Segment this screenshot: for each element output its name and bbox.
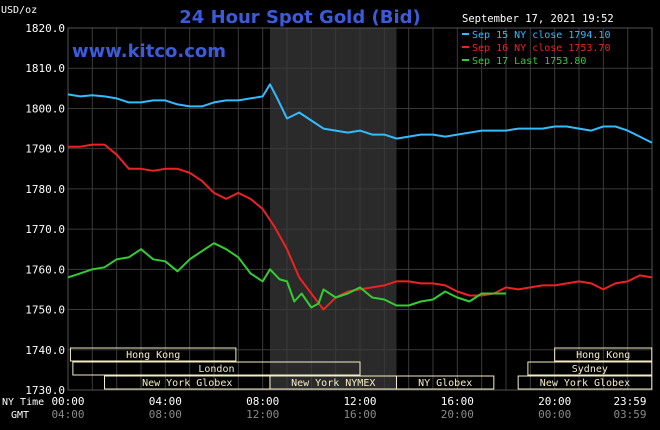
session-label: New York NYMEX [291,378,375,389]
x-tick-label-ny: 12:00 [343,395,376,408]
gmt-label: GMT [11,410,29,421]
session-band [72,361,361,376]
session-band [527,361,653,376]
session-label: New York Globex [540,378,630,389]
y-tick-label: 1790.0 [25,143,65,156]
x-tick-label-ny: 23:59 [613,395,646,408]
y-unit-label: USD/oz [1,5,37,16]
y-tick-label: 1820.0 [25,22,65,35]
nymex-session-shade [269,28,397,390]
x-tick-label-gmt: 16:00 [343,408,376,421]
session-band [69,347,237,362]
session-label: New York Globex [142,378,232,389]
legend: Sep 15 NY close 1794.10 Sep 16 NY close 1… [462,30,610,67]
session-label: London [198,364,234,375]
ny-time-label: NY Time [2,397,44,408]
session-label: Hong Kong [126,350,180,361]
x-tick-label-ny: 20:00 [538,395,571,408]
x-tick-label-gmt: 03:59 [613,408,646,421]
x-tick-label-gmt: 20:00 [441,408,474,421]
timestamp: September 17, 2021 19:52 [462,13,614,25]
y-tick-label: 1750.0 [25,304,65,317]
x-tick-label-ny: 16:00 [441,395,474,408]
x-tick-label-ny: 08:00 [246,395,279,408]
y-tick-label: 1730.0 [25,384,65,397]
legend-entry: Sep 15 NY close 1794.10 [472,30,610,41]
session-label: Hong Kong [576,350,630,361]
series-line-2 [68,143,652,311]
y-tick-label: 1780.0 [25,183,65,196]
session-band [554,347,653,362]
series-line-1 [67,83,653,144]
legend-entry: Sep 16 NY close 1753.70 [472,43,610,54]
session-label: NY Globex [418,378,472,389]
session-label: Sydney [572,364,608,375]
legend-entry: Sep 17 Last 1753.80 [472,56,586,67]
x-tick-label-ny: 00:00 [51,395,84,408]
x-tick-label-gmt: 08:00 [149,408,182,421]
y-tick-label: 1740.0 [25,344,65,357]
y-tick-label: 1760.0 [25,263,65,276]
chart-title: 24 Hour Spot Gold (Bid) [179,7,420,28]
plot-border [67,27,653,391]
session-band [517,375,653,390]
session-band [396,375,495,390]
x-tick-label-gmt: 12:00 [246,408,279,421]
y-tick-label: 1770.0 [25,223,65,236]
watermark-text: www.kitco.com [72,41,226,62]
y-tick-label: 1810.0 [25,62,65,75]
x-tick-label-ny: 04:00 [149,395,182,408]
x-tick-label-gmt: 00:00 [538,408,571,421]
y-tick-label: 1800.0 [25,102,65,115]
x-tick-label-gmt: 04:00 [51,408,84,421]
series-line-3 [67,242,506,309]
